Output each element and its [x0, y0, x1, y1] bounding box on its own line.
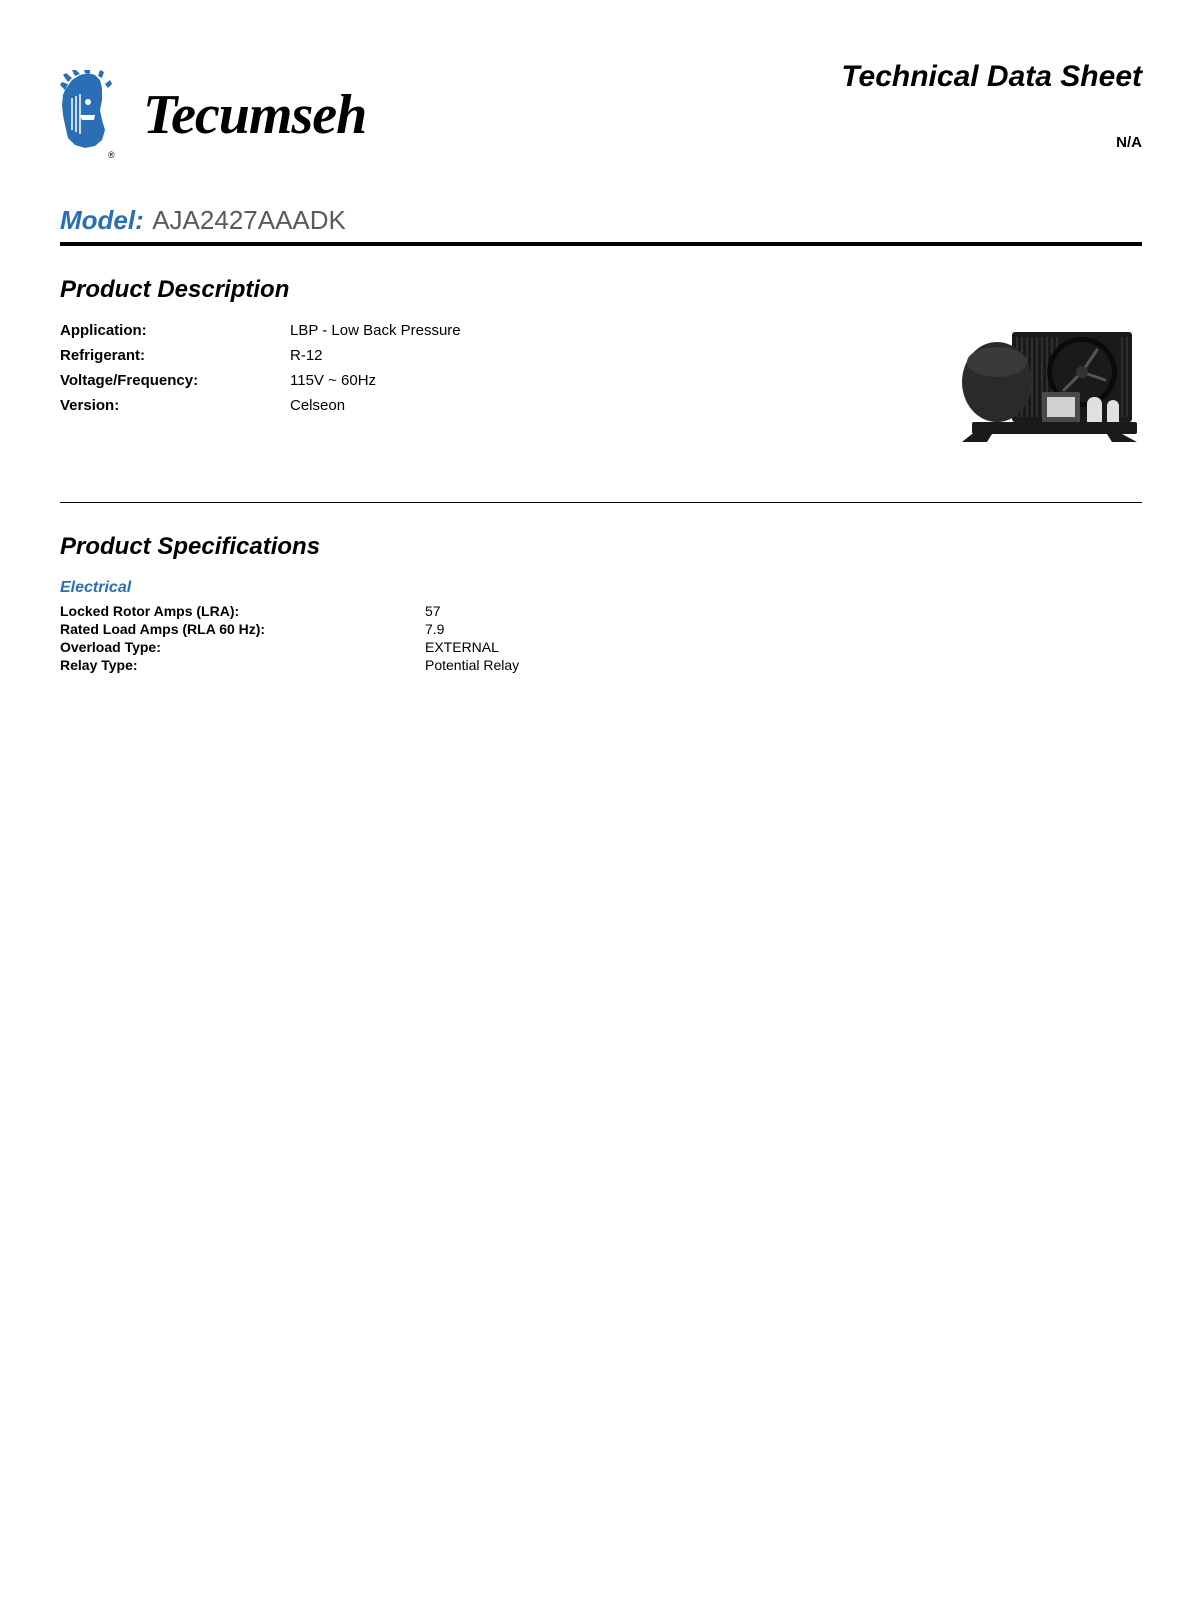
desc-value: 115V ~ 60Hz [290, 372, 376, 389]
desc-row: Refrigerant: R-12 [60, 347, 461, 364]
desc-row: Application: LBP - Low Back Pressure [60, 322, 461, 339]
spec-value: Potential Relay [425, 657, 519, 673]
product-image [942, 322, 1142, 452]
spec-label: Relay Type: [60, 657, 425, 673]
title-block: Technical Data Sheet N/A [841, 60, 1142, 151]
desc-row: Version: Celseon [60, 397, 461, 414]
desc-label: Refrigerant: [60, 347, 290, 364]
document-title: Technical Data Sheet [841, 60, 1142, 94]
spec-value: 57 [425, 603, 441, 619]
spec-label: Overload Type: [60, 639, 425, 655]
desc-row: Voltage/Frequency: 115V ~ 60Hz [60, 372, 461, 389]
brand-logo: ® Tecumseh [60, 60, 380, 170]
spec-row: Locked Rotor Amps (LRA): 57 [60, 603, 1142, 619]
model-value: AJA2427AAADK [152, 205, 346, 235]
spec-row: Overload Type: EXTERNAL [60, 639, 1142, 655]
logo-head-icon: ® [60, 70, 135, 160]
desc-label: Application: [60, 322, 290, 339]
spec-row: Relay Type: Potential Relay [60, 657, 1142, 673]
desc-value: LBP - Low Back Pressure [290, 322, 461, 339]
brand-text: Tecumseh [143, 83, 366, 147]
desc-value: Celseon [290, 397, 345, 414]
product-specifications-title: Product Specifications [60, 533, 1142, 561]
electrical-title: Electrical [60, 579, 1142, 597]
spec-row: Rated Load Amps (RLA 60 Hz): 7.9 [60, 621, 1142, 637]
product-description-section: Product Description Application: LBP - L… [60, 276, 1142, 503]
electrical-rows: Locked Rotor Amps (LRA): 57 Rated Load A… [60, 603, 1142, 673]
model-line: Model: AJA2427AAADK [60, 205, 1142, 246]
product-description-block: Application: LBP - Low Back Pressure Ref… [60, 322, 1142, 503]
product-description-rows: Application: LBP - Low Back Pressure Ref… [60, 322, 461, 452]
model-label: Model: [60, 205, 144, 235]
na-label: N/A [841, 134, 1142, 151]
product-specifications-section: Product Specifications Electrical Locked… [60, 533, 1142, 673]
spec-value: EXTERNAL [425, 639, 499, 655]
spec-value: 7.9 [425, 621, 444, 637]
spec-label: Rated Load Amps (RLA 60 Hz): [60, 621, 425, 637]
svg-text:®: ® [108, 150, 115, 160]
product-description-title: Product Description [60, 276, 1142, 304]
desc-label: Version: [60, 397, 290, 414]
spec-label: Locked Rotor Amps (LRA): [60, 603, 425, 619]
desc-label: Voltage/Frequency: [60, 372, 290, 389]
header: ® Tecumseh Technical Data Sheet N/A [60, 60, 1142, 170]
desc-value: R-12 [290, 347, 323, 364]
